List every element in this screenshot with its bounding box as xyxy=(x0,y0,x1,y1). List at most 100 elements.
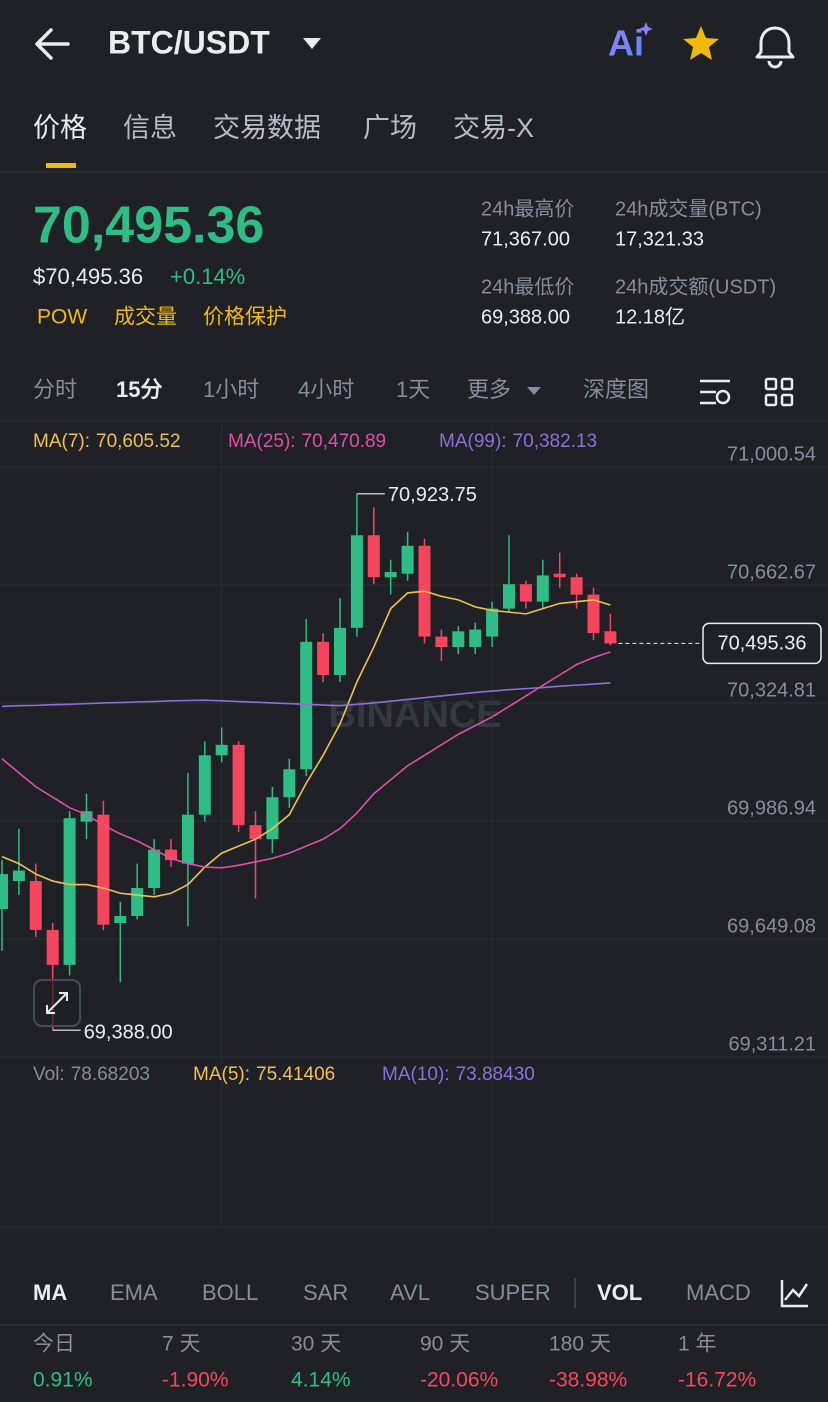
interval[interactable]: 深度图 xyxy=(583,377,649,402)
interval[interactable]: 15分 xyxy=(116,377,162,402)
indicator-settings-icon[interactable] xyxy=(780,1280,809,1308)
legend-value: 70,382.13 xyxy=(513,431,598,452)
legend-name: MA(99): xyxy=(439,431,507,452)
indicator[interactable]: MACD xyxy=(686,1280,751,1305)
stat-label: 24h成交量(BTC) xyxy=(615,197,762,220)
period-label: 今日 xyxy=(33,1333,75,1356)
candle-body xyxy=(334,627,346,675)
candle-body xyxy=(503,584,515,609)
ai-button[interactable]: Ai xyxy=(608,23,644,64)
candle-body xyxy=(604,631,617,644)
legend-entry: MA(7): 70,605.52 xyxy=(33,431,181,452)
pair-title[interactable]: BTC/USDT xyxy=(108,24,270,60)
tag[interactable]: POW xyxy=(37,306,87,329)
candle-body xyxy=(12,870,25,882)
candle-body xyxy=(401,545,414,574)
candle-body xyxy=(452,631,465,648)
interval[interactable]: 更多 xyxy=(467,377,511,402)
ma-line xyxy=(1,682,611,708)
interval[interactable]: 1小时 xyxy=(203,377,259,402)
period-change: -20.06% xyxy=(420,1369,498,1392)
stat-value: 12.18亿 xyxy=(615,305,685,328)
high-label: 70,923.75 xyxy=(388,484,477,506)
indicator[interactable]: EMA xyxy=(110,1280,158,1305)
candle-body xyxy=(131,888,144,916)
tab[interactable]: 广场 xyxy=(363,113,417,143)
interval[interactable]: 分时 xyxy=(33,377,77,402)
active-tab-indicator xyxy=(46,163,76,168)
candle-body xyxy=(63,818,76,965)
alert-bell[interactable] xyxy=(755,26,795,69)
stat-value: 71,367.00 xyxy=(481,228,570,250)
candle-body xyxy=(469,629,482,648)
legend-name: MA(25): xyxy=(228,431,296,452)
chart-area: BINANCE 71,000.54 70,662.67 70,324.81 69,986… xyxy=(0,425,828,1227)
legend-name: MA(7): xyxy=(33,431,90,452)
period-label: 180 天 xyxy=(549,1333,611,1356)
layout-icon[interactable] xyxy=(764,377,794,407)
legend-value: 78.68203 xyxy=(71,1064,150,1085)
price-change: +0.14% xyxy=(170,264,245,289)
indicator[interactable]: BOLL xyxy=(202,1280,258,1305)
candle-body xyxy=(80,811,93,822)
stats: 24h最高价 71,367.00 24h成交量(BTC) 17,321.33 24h最低… xyxy=(481,197,776,328)
period-change: 0.91% xyxy=(33,1369,93,1392)
candle-body xyxy=(114,915,127,923)
tab[interactable]: 信息 xyxy=(123,113,177,143)
candle-body xyxy=(486,608,499,637)
watermark: BINANCE xyxy=(328,694,501,736)
stat-value: 17,321.33 xyxy=(615,228,704,250)
tab[interactable]: 交易数据 xyxy=(213,113,321,143)
candle-body xyxy=(435,636,448,648)
candle-body xyxy=(181,814,194,864)
tab[interactable]: 交易-X xyxy=(453,113,534,143)
performance-row: 今日 0.91% 7 天 -1.90% 30 天 4.14% 90 天 -20.06% 180 … xyxy=(33,1333,756,1392)
back-button[interactable] xyxy=(35,28,70,60)
low-label: 69,388.00 xyxy=(84,1021,173,1043)
candle-body xyxy=(29,881,42,930)
indicator[interactable]: SAR xyxy=(303,1280,348,1305)
period-label: 30 天 xyxy=(291,1333,341,1356)
more-dropdown[interactable] xyxy=(527,387,541,395)
y-tick-label: 70,324.81 xyxy=(727,679,816,701)
tab-bar: 价格 信息 交易数据 广场 交易-X xyxy=(33,113,534,143)
last-price-box xyxy=(702,622,822,665)
candle-body xyxy=(165,849,177,861)
last-price: 70,495.36 xyxy=(33,197,264,255)
indicator[interactable]: MA xyxy=(33,1280,67,1305)
pair-dropdown[interactable] xyxy=(303,38,321,49)
stat-value: 69,388.00 xyxy=(481,306,570,328)
chart-settings-icon[interactable] xyxy=(700,379,731,405)
candle-body xyxy=(300,641,313,770)
period-change: -38.98% xyxy=(549,1369,627,1392)
indicator[interactable]: SUPER xyxy=(475,1280,551,1305)
legend-value: 70,470.89 xyxy=(302,431,387,452)
indicator-bar: MA EMA BOLL SAR AVL SUPER VOL MACD xyxy=(33,1280,751,1305)
candle-body xyxy=(215,744,228,756)
interval[interactable]: 1天 xyxy=(396,377,430,402)
tags: POW 成交量 价格保护 xyxy=(37,306,287,329)
indicator[interactable]: VOL xyxy=(597,1280,642,1305)
y-tick-label: 69,311.21 xyxy=(729,1033,817,1055)
tag[interactable]: 价格保护 xyxy=(203,306,287,329)
indicator[interactable]: AVL xyxy=(390,1280,430,1305)
legend-name: MA(5): xyxy=(193,1064,250,1085)
stat-label: 24h最低价 xyxy=(481,275,574,298)
ma-line xyxy=(1,651,611,869)
candle-body xyxy=(148,849,161,889)
candle-body xyxy=(249,825,262,840)
usd-price: $70,495.36 xyxy=(33,264,143,289)
legend-entry: MA(25): 70,470.89 xyxy=(228,431,386,452)
tab[interactable]: 价格 xyxy=(33,113,87,143)
ma-line xyxy=(1,590,611,898)
candle-body xyxy=(519,584,532,602)
candle-body xyxy=(232,744,245,826)
tag[interactable]: 成交量 xyxy=(114,306,177,329)
interval[interactable]: 4小时 xyxy=(298,377,354,402)
fullscreen-button[interactable] xyxy=(33,979,81,1027)
legend-value: 70,605.52 xyxy=(96,431,181,452)
favorite-star[interactable] xyxy=(683,26,719,60)
y-tick-label: 70,662.67 xyxy=(727,561,816,583)
